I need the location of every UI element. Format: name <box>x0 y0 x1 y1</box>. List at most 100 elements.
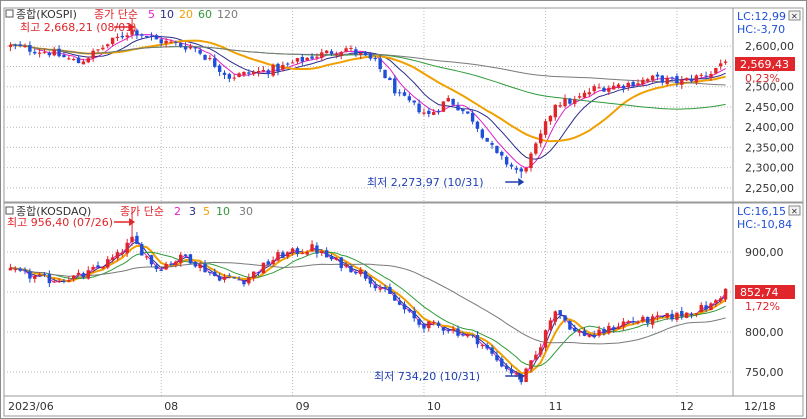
candle-body <box>393 294 397 301</box>
candle-body <box>563 315 567 321</box>
candle-body <box>539 347 543 355</box>
candle-body <box>704 305 708 310</box>
candle-body <box>208 271 212 273</box>
candle-body <box>689 78 694 82</box>
low-arrow-head <box>518 372 525 380</box>
kospi-legend-ma120[interactable]: 120 <box>217 8 238 21</box>
candle-body <box>179 254 183 263</box>
candle-body <box>271 260 275 265</box>
candle-body <box>573 99 577 104</box>
candle-body <box>723 61 728 63</box>
kosdaq-legend-ma10[interactable]: 10 <box>216 205 230 218</box>
candle-body <box>169 41 173 43</box>
candle-body <box>76 272 81 275</box>
kosdaq-legend-ma3[interactable]: 3 <box>189 205 196 218</box>
candle-body <box>587 335 592 337</box>
kospi-panel[interactable]: 2,600,002,550,002,500,002,450,002,400,00… <box>3 7 804 203</box>
kospi-legend-ma10[interactable]: 10 <box>160 8 174 21</box>
candle-body <box>363 51 368 56</box>
candle-body <box>660 316 665 318</box>
date-label-dec: 12 <box>680 400 694 413</box>
candle-body <box>577 96 582 98</box>
kospi-legend-ma60[interactable]: 60 <box>198 8 212 21</box>
kospi-price-axis <box>732 7 804 203</box>
kosdaq-moving-averages <box>10 239 727 379</box>
candle-body <box>626 321 630 323</box>
candle-body <box>704 75 708 77</box>
kosdaq-legend-ma2[interactable]: 2 <box>174 205 181 218</box>
kosdaq-legend-ma30[interactable]: 30 <box>239 205 253 218</box>
candle-body <box>490 347 494 354</box>
candle-body <box>665 77 669 84</box>
candle-body <box>115 252 120 259</box>
kosdaq-legend-ma5[interactable]: 5 <box>203 205 210 218</box>
candle-body <box>23 270 27 272</box>
candle-body <box>193 262 197 267</box>
candle-body <box>96 49 100 51</box>
kosdaq-panel-toggle[interactable] <box>5 206 14 215</box>
price-tick-label: 2,600,00 <box>745 40 794 53</box>
price-tick-label: 800,00 <box>745 326 784 339</box>
kospi-panel-toggle[interactable] <box>5 9 14 18</box>
candle-body <box>359 269 363 275</box>
candle-body <box>106 259 110 268</box>
kospi-legend-ma20[interactable]: 20 <box>179 8 193 21</box>
candle-body <box>101 47 105 50</box>
candle-body <box>655 315 660 318</box>
candle-body <box>407 96 412 101</box>
moving-average-line <box>10 244 727 375</box>
candle-body <box>509 164 514 167</box>
candle-body <box>28 45 32 52</box>
candle-body <box>524 168 528 172</box>
candle-body <box>144 35 149 37</box>
candle-body <box>699 74 703 76</box>
low-arrow-head <box>518 178 525 186</box>
candle-body <box>354 49 358 55</box>
date-label-aug: 08 <box>164 400 178 413</box>
kosdaq-panel-close[interactable] <box>788 205 801 216</box>
candle-body <box>719 298 723 302</box>
candle-body <box>120 253 125 255</box>
kosdaq-plot-area <box>3 202 734 397</box>
candle-body <box>636 322 640 324</box>
candle-body <box>213 58 217 67</box>
kospi-panel-close[interactable] <box>788 10 801 21</box>
candle-body <box>222 276 227 280</box>
candle-body <box>159 39 163 44</box>
kosdaq-legend-label: 종가 단순 <box>120 205 164 218</box>
kospi-low-annotation: 최저 2,273,97 (10/31) <box>367 176 484 189</box>
kosdaq-low-arrow <box>505 372 525 380</box>
candle-body <box>290 248 295 253</box>
candle-body <box>159 269 163 271</box>
candle-body <box>359 53 363 55</box>
candle-body <box>466 111 470 114</box>
candle-body <box>368 277 373 284</box>
date-axis-bar <box>3 395 804 417</box>
candle-body <box>86 270 90 279</box>
candle-body <box>37 52 42 54</box>
candle-body <box>135 30 139 36</box>
date-label-nov: 11 <box>549 400 563 413</box>
candle-body <box>509 369 514 374</box>
candle-body <box>500 151 504 156</box>
candle-body <box>208 58 212 60</box>
candle-body <box>188 47 193 49</box>
high-arrow-head <box>129 23 136 31</box>
candle-body <box>242 281 246 285</box>
candle-body <box>281 64 285 70</box>
moving-average-line <box>10 251 726 367</box>
candle-body <box>237 279 241 281</box>
candle-body <box>529 360 533 370</box>
candle-body <box>694 75 699 83</box>
candle-body <box>407 310 412 312</box>
kospi-price-ticks: 2,600,002,550,002,500,002,450,002,400,00… <box>745 40 794 195</box>
kospi-high-arrow <box>114 23 136 31</box>
candle-body <box>514 168 519 170</box>
candle-body <box>315 56 319 58</box>
kospi-legend-ma5[interactable]: 5 <box>148 8 155 21</box>
candle-body <box>344 264 348 267</box>
date-axis[interactable]: 2023/06 08 09 10 11 12 12/18 <box>3 395 804 417</box>
candle-body <box>329 51 334 54</box>
